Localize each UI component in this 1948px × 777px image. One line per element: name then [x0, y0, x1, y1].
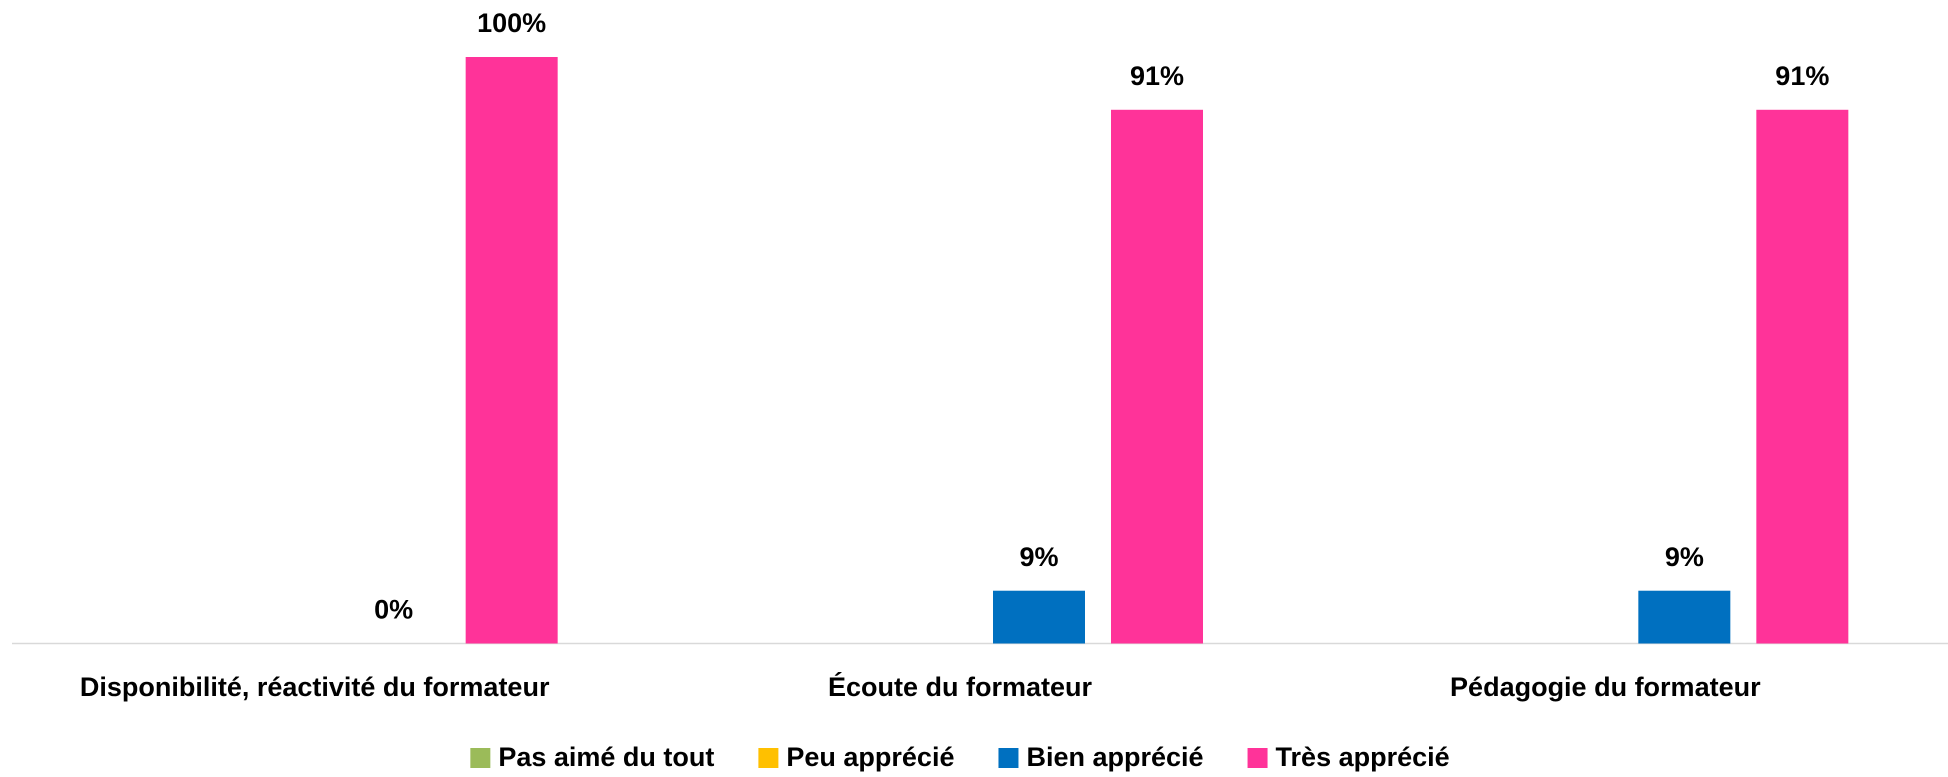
- bar: [993, 590, 1085, 644]
- bar: [1638, 590, 1731, 644]
- data-label: 100%: [477, 8, 546, 38]
- legend-label: Très apprécié: [1276, 742, 1450, 772]
- legend-label: Peu apprécié: [786, 742, 954, 772]
- x-tick-label: Pédagogie du formateur: [1450, 672, 1761, 702]
- legend-label: Pas aimé du tout: [498, 742, 714, 772]
- data-label: 91%: [1130, 61, 1184, 91]
- legend-swatch: [1247, 748, 1268, 768]
- legend-swatch: [470, 748, 491, 768]
- x-tick-label: Disponibilité, réactivité du formateur: [80, 672, 550, 702]
- data-label: 0%: [374, 595, 413, 625]
- bar: [1756, 109, 1849, 644]
- data-label: 9%: [1665, 542, 1704, 572]
- legend-label: Bien apprécié: [1026, 742, 1203, 772]
- legend-swatch: [758, 748, 779, 768]
- data-label: 9%: [1019, 542, 1058, 572]
- bar: [465, 57, 558, 644]
- data-label: 91%: [1775, 61, 1829, 91]
- bar: [1111, 109, 1203, 644]
- x-tick-label: Écoute du formateur: [828, 671, 1093, 702]
- legend-swatch: [998, 748, 1019, 768]
